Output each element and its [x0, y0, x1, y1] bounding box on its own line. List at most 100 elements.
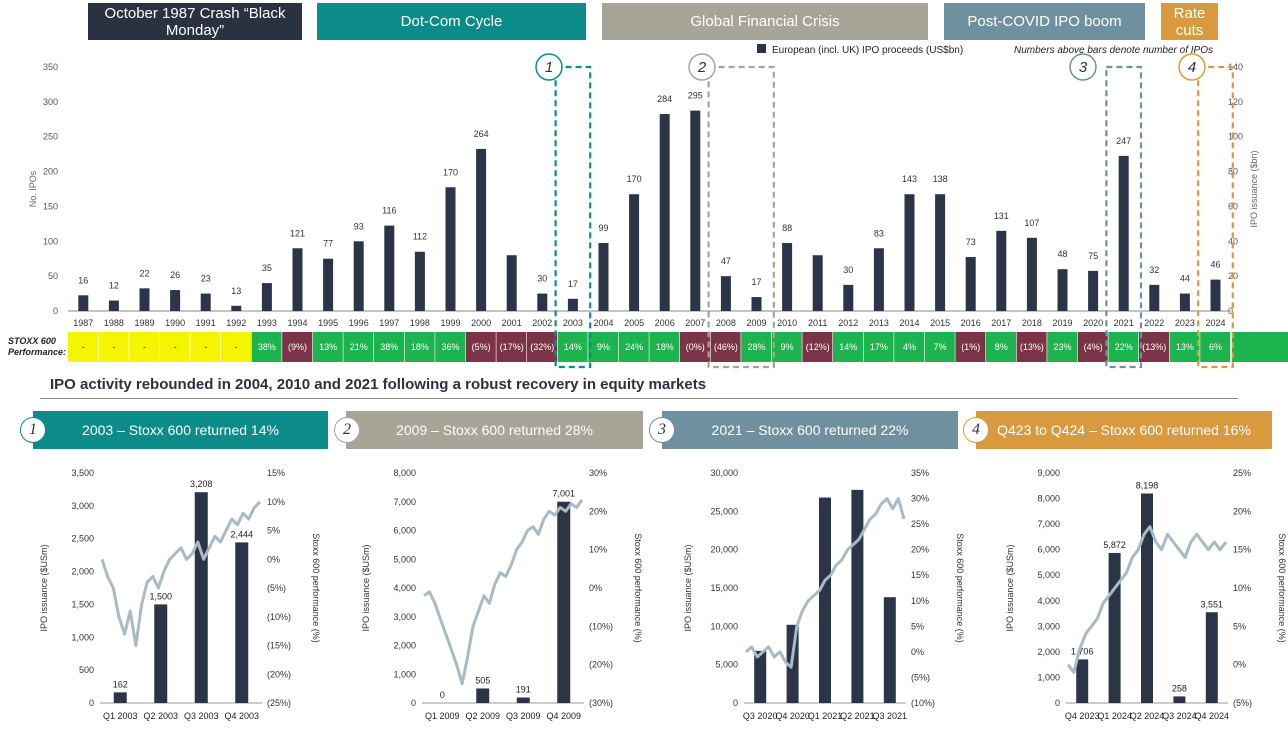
stoxx-value: 6%	[1209, 342, 1222, 352]
proceeds-bar	[659, 114, 670, 311]
left-axis-tick: 10,000	[710, 621, 738, 631]
year-tick: 2021	[1114, 318, 1134, 328]
banner-gfc: Global Financial Crisis	[602, 3, 928, 40]
issuance-bar	[194, 492, 208, 703]
stoxx-cell	[1169, 332, 1200, 362]
right-axis-tick: 25%	[911, 519, 929, 529]
right-axis-tick: 0%	[267, 554, 280, 564]
left-axis-tick: 5,000	[393, 554, 416, 564]
ipo-count-label: 13	[231, 286, 241, 296]
panel-header-3: 2021 – Stoxx 600 returned 22%	[662, 411, 958, 449]
proceeds-bar	[751, 297, 762, 311]
left-axis-tick: 0	[411, 698, 416, 708]
ipo-count-label: 264	[474, 129, 489, 139]
ipo-count-label: 16	[78, 275, 88, 285]
bar-value-label: 505	[475, 675, 490, 685]
ipo-count-label: 138	[933, 174, 948, 184]
issuance-bar	[557, 501, 571, 703]
right-axis-label: Stoxx 600 performance (%)	[955, 533, 965, 643]
proceeds-bar	[904, 194, 915, 311]
right-axis-tick: 0%	[1233, 660, 1246, 670]
year-tick: 1996	[349, 318, 369, 328]
year-tick: 2023	[1175, 318, 1195, 328]
year-tick: 2002	[532, 318, 552, 328]
ipo-count-label: 284	[657, 94, 672, 104]
stoxx-value: 14%	[839, 342, 857, 352]
bar-value-label: 258	[1172, 683, 1187, 693]
ipo-count-label: 77	[323, 239, 333, 249]
left-axis-tick: 20,000	[710, 545, 738, 555]
proceeds-bar	[231, 305, 242, 311]
year-tick: 1997	[379, 318, 399, 328]
right-axis-label: Stoxx 600 performance (%)	[311, 533, 321, 643]
highlight-box	[1105, 65, 1143, 369]
issuance-bar	[1205, 612, 1218, 703]
stoxx-value: (12%)	[806, 342, 830, 352]
left-axis-tick: 30,000	[710, 468, 738, 478]
stoxx-cell	[312, 332, 343, 362]
stoxx-cell	[986, 332, 1016, 362]
right-axis-tick: 120	[1228, 97, 1243, 107]
proceeds-bar	[1210, 279, 1221, 311]
right-axis-tick: 10%	[1233, 583, 1251, 593]
proceeds-bar	[873, 248, 884, 311]
year-tick: 2011	[808, 318, 827, 328]
stoxx-cell	[465, 332, 496, 362]
left-axis-tick: 350	[43, 62, 58, 72]
stoxx-cell	[588, 332, 619, 362]
banner-dotcom: Dot-Com Cycle	[317, 3, 586, 40]
stoxx-cell	[557, 332, 588, 362]
right-axis-tick: 15%	[267, 468, 285, 478]
year-tick: 1999	[440, 318, 460, 328]
year-tick: 2024	[1205, 318, 1225, 328]
proceeds-bar	[506, 255, 517, 311]
stoxx-value: (32%)	[530, 342, 554, 352]
right-axis-tick: 10%	[589, 545, 607, 555]
left-axis-label: No. IPOs	[28, 170, 38, 207]
year-tick: 2016	[961, 318, 981, 328]
year-tick: 2013	[869, 318, 889, 328]
panel-number-1: 1	[20, 417, 46, 443]
year-tick: 2022	[1144, 318, 1164, 328]
left-axis-tick: 4,000	[393, 583, 416, 593]
stoxx-cell	[1108, 332, 1139, 362]
right-axis-tick: 80	[1228, 167, 1238, 177]
right-axis-tick: 20%	[911, 545, 929, 555]
quarter-tick: Q4 2003	[224, 711, 259, 721]
right-axis-tick: 0%	[911, 647, 924, 657]
stoxx-value: (4%)	[1084, 342, 1103, 352]
ipo-count-label: 75	[1088, 251, 1098, 261]
stoxx-value: 18%	[411, 342, 429, 352]
left-axis-tick: 2,000	[1037, 647, 1060, 657]
year-tick: 1989	[134, 318, 154, 328]
stoxx-line	[744, 497, 906, 669]
stoxx-line	[100, 500, 262, 647]
quarter-tick: Q1 2003	[103, 711, 138, 721]
issuance-bar	[1141, 493, 1153, 703]
stoxx-value: -	[112, 342, 115, 352]
bar-value-label: 3,208	[190, 479, 213, 489]
panel-number-4: 4	[963, 417, 989, 443]
left-axis-tick: 2,500	[71, 534, 94, 544]
quarter-tick: Q4 2020	[775, 711, 810, 721]
right-axis-tick: (10%)	[589, 621, 613, 631]
stoxx-value: 17%	[870, 342, 888, 352]
ipo-count-label: 143	[902, 174, 917, 184]
stoxx-value: 13%	[319, 342, 337, 352]
stoxx-value: 28%	[747, 342, 765, 352]
year-tick: 2019	[1052, 318, 1072, 328]
stoxx-value: -	[235, 342, 238, 352]
stoxx-label-1: STOXX 600	[8, 336, 56, 346]
proceeds-bar	[996, 230, 1007, 311]
stoxx-cell	[710, 332, 741, 362]
stoxx-cell	[527, 332, 557, 362]
year-tick: 1988	[104, 318, 124, 328]
stoxx-cell	[404, 332, 435, 362]
stoxx-value: -	[204, 342, 207, 352]
proceeds-bar	[598, 243, 609, 311]
left-axis-tick: 0	[53, 306, 58, 316]
left-axis-tick: 150	[43, 201, 58, 211]
bar-value-label: 162	[113, 679, 128, 689]
stoxx-value: (1%)	[961, 342, 980, 352]
stoxx-value: (46%)	[714, 342, 738, 352]
